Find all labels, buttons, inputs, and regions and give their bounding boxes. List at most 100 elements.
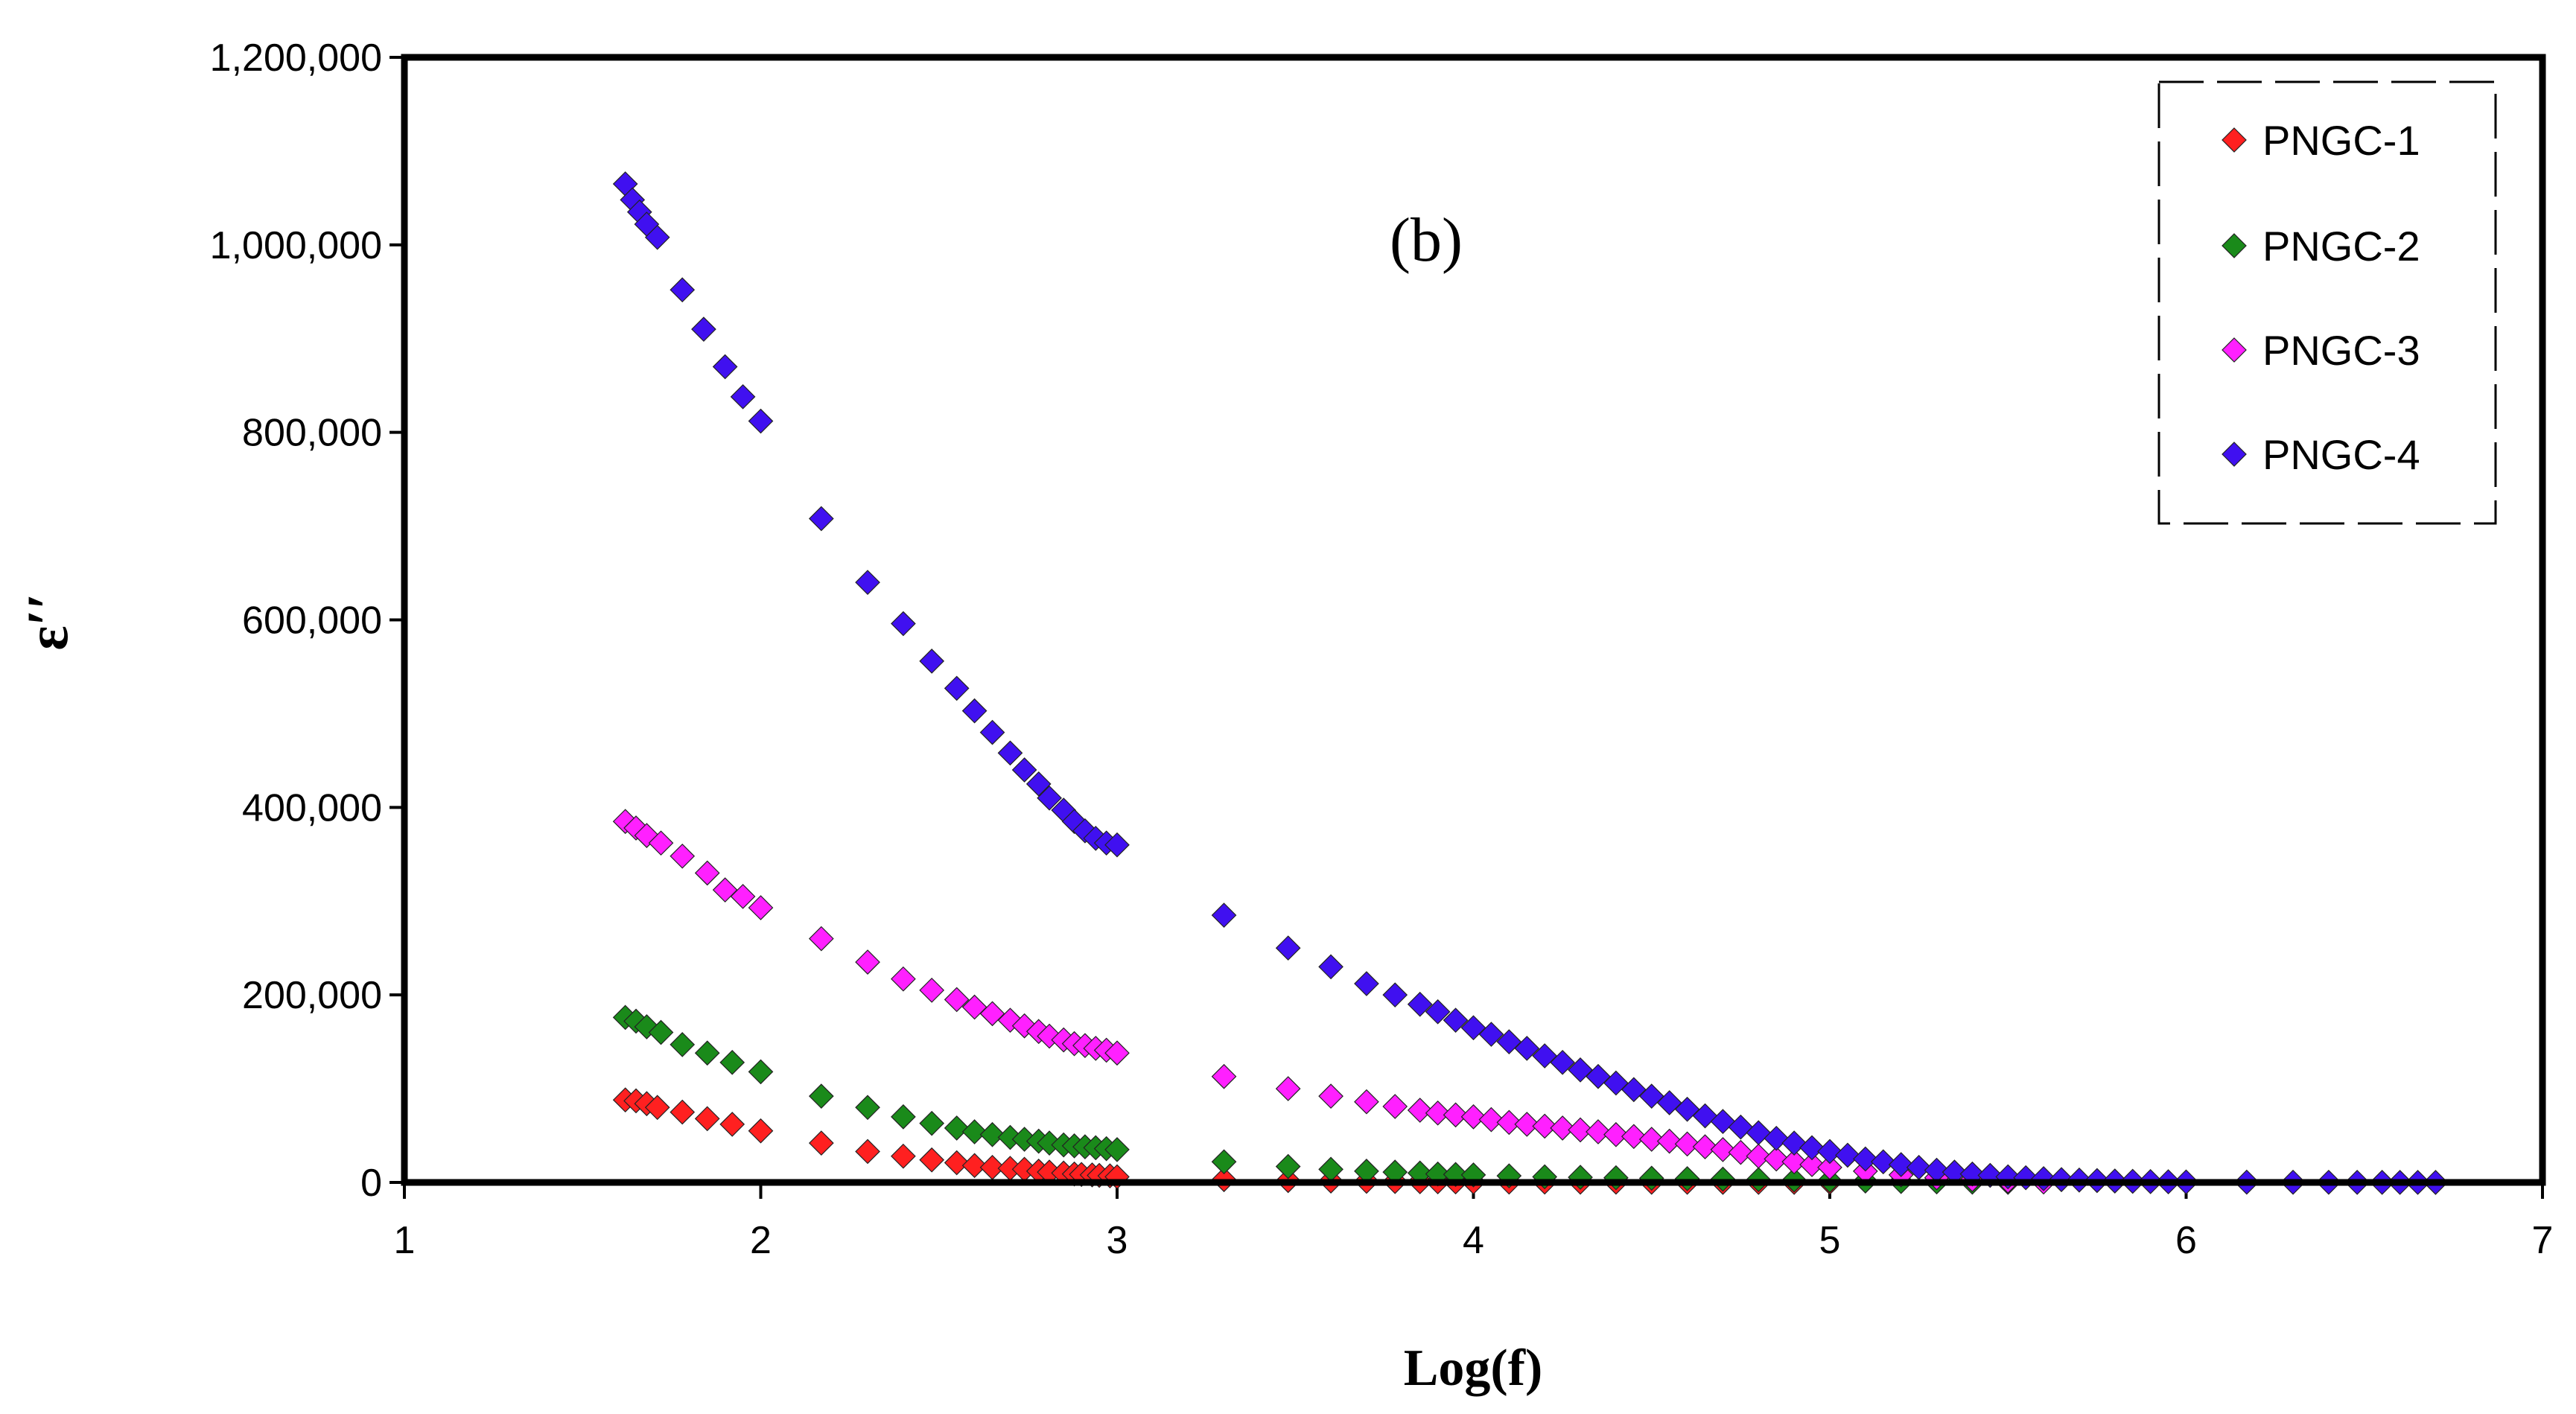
data-point [891, 611, 916, 637]
data-point [670, 1032, 696, 1057]
y-axis-title: ε′′ [15, 593, 80, 650]
panel-annotation: (b) [1390, 206, 1463, 275]
data-point [1550, 1115, 1575, 1141]
data-point [748, 1118, 774, 1144]
data-point [1478, 1106, 1504, 1133]
data-point [748, 408, 774, 434]
x-axis-ticks: 1 2 3 4 5 6 7 [394, 1182, 2554, 1262]
data-point [1496, 1109, 1522, 1136]
data-point [1799, 1152, 1825, 1177]
data-point [1407, 991, 1433, 1017]
data-point [1764, 1125, 1790, 1151]
legend-label: PNGC-2 [2262, 223, 2420, 270]
data-point [808, 926, 834, 952]
legend-label: PNGC-3 [2262, 327, 2420, 374]
data-point [1621, 1124, 1647, 1150]
data-point [1728, 1139, 1754, 1165]
data-point [808, 1130, 834, 1156]
data-point [944, 675, 970, 701]
data-point [1568, 1117, 1593, 1143]
data-point [1870, 1149, 1896, 1175]
data-point [694, 1040, 720, 1066]
data-point [1104, 1137, 1130, 1162]
data-point [748, 895, 774, 920]
data-point [891, 1143, 916, 1169]
data-point [1025, 771, 1052, 797]
y-tick-label: 400,000 [242, 786, 382, 829]
data-point [944, 987, 970, 1013]
data-point [719, 1112, 745, 1137]
x-tick-label: 2 [750, 1219, 772, 1262]
data-point [1037, 785, 1062, 811]
data-point [1550, 1049, 1575, 1075]
data-point [712, 354, 738, 380]
data-point [1382, 982, 1408, 1008]
series-pngc-4 [612, 171, 2449, 1195]
data-point [1425, 999, 1451, 1025]
data-point [1746, 1143, 1772, 1169]
y-tick-label: 1,000,000 [210, 224, 382, 267]
data-point [944, 1115, 970, 1141]
data-point [855, 1095, 880, 1121]
data-point [1674, 1131, 1700, 1157]
data-point [1382, 1094, 1408, 1119]
x-axis-title: Log(f) [1404, 1340, 1543, 1397]
y-tick-label: 800,000 [242, 412, 382, 455]
data-point [1425, 1100, 1451, 1126]
data-point [1835, 1142, 1860, 1168]
data-point [1211, 1063, 1237, 1089]
legend-marker [2222, 337, 2247, 363]
data-point [670, 1099, 696, 1125]
y-axis-ticks: 0 200,000 400,000 600,000 800,000 1,000,000 1,… [210, 36, 404, 1205]
data-point [891, 966, 916, 992]
legend-box [2157, 80, 2497, 525]
data-point [919, 649, 945, 674]
data-point [1764, 1146, 1790, 1172]
data-point [1211, 902, 1237, 928]
data-point [1799, 1135, 1825, 1161]
data-point [1443, 1102, 1469, 1128]
data-point [1603, 1121, 1629, 1147]
data-point [1478, 1022, 1504, 1047]
x-tick-label: 1 [394, 1219, 416, 1262]
legend-marker [2222, 127, 2247, 153]
data-point [855, 570, 880, 595]
x-tick-label: 3 [1107, 1219, 1128, 1262]
data-point [1318, 1083, 1343, 1109]
data-point [694, 1106, 720, 1132]
data-point [1853, 1146, 1878, 1172]
data-point [997, 740, 1023, 766]
legend-marker [2222, 233, 2247, 258]
y-tick-label: 0 [360, 1162, 382, 1205]
data-point [1888, 1152, 1914, 1177]
data-point [919, 1147, 945, 1173]
data-point [979, 719, 1005, 745]
data-point [1275, 1153, 1301, 1179]
data-point [855, 949, 880, 975]
data-point [1460, 1104, 1486, 1130]
legend-entries: PNGC-1 PNGC-2 PNGC-3 PNGC-4 [2222, 117, 2420, 478]
data-point [670, 843, 696, 869]
data-point [919, 1110, 945, 1136]
data-point [648, 1019, 674, 1045]
data-point [919, 978, 945, 1003]
data-point [961, 698, 988, 724]
data-point [730, 383, 756, 410]
data-point [1638, 1127, 1664, 1152]
data-point [1275, 1076, 1301, 1101]
x-tick-label: 7 [2532, 1219, 2554, 1262]
x-tick-label: 5 [1819, 1219, 1841, 1262]
y-tick-label: 1,200,000 [210, 36, 382, 80]
data-point [730, 884, 756, 909]
data-point [979, 1121, 1005, 1147]
data-point [1586, 1119, 1611, 1144]
data-point [1354, 1089, 1379, 1115]
data-point [808, 1083, 834, 1109]
data-point [644, 1095, 670, 1121]
legend-label: PNGC-4 [2262, 431, 2420, 478]
data-point [644, 224, 670, 250]
data-point [1656, 1128, 1682, 1154]
data-point [961, 1153, 988, 1179]
data-point [691, 316, 716, 343]
